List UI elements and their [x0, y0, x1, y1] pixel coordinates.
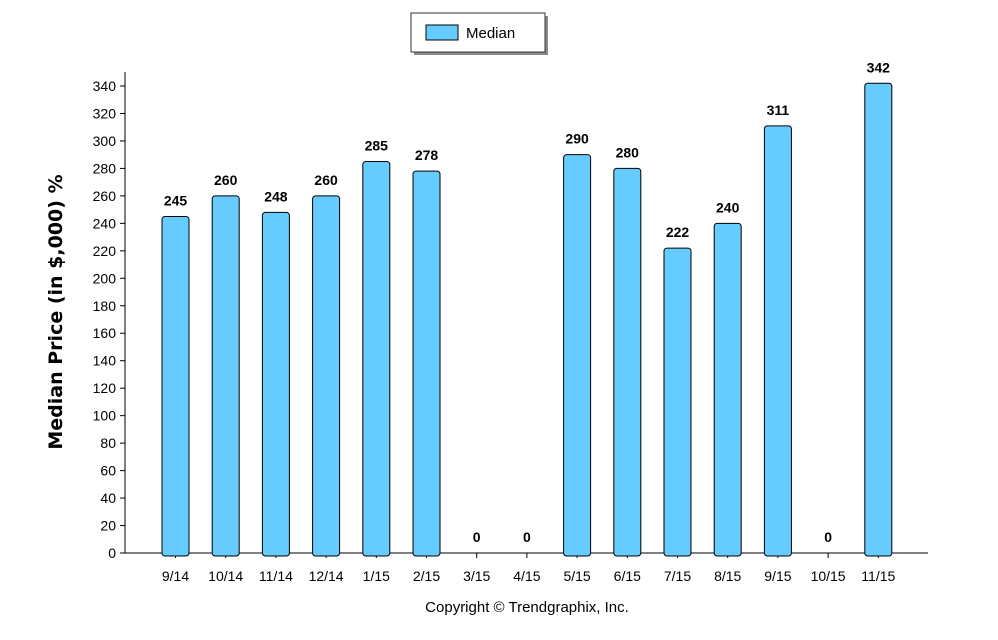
- x-tick-label: 10/15: [811, 568, 846, 584]
- data-label: 260: [214, 172, 238, 188]
- bars: [161, 82, 893, 557]
- x-tick-label: 7/15: [664, 568, 691, 584]
- value-labels: 245 260 248 260 285 278 0 0 290 280 222 240 311 0 342: [164, 59, 890, 545]
- data-label: 342: [867, 59, 891, 75]
- y-tick-label: 180: [93, 298, 117, 314]
- y-tick-label: 20: [100, 518, 116, 534]
- bar: [663, 247, 692, 557]
- x-tick-label: 12/14: [309, 568, 344, 584]
- x-tick-label: 1/15: [363, 568, 390, 584]
- data-label: 0: [473, 529, 481, 545]
- x-tick-label: 3/15: [463, 568, 490, 584]
- x-tick-label: 9/14: [162, 568, 189, 584]
- data-label: 0: [824, 529, 832, 545]
- data-label: 245: [164, 192, 188, 208]
- bar: [563, 154, 592, 557]
- y-tick-label: 160: [93, 325, 117, 341]
- y-tick-label: 320: [93, 105, 117, 121]
- data-label: 311: [767, 102, 790, 118]
- y-tick-label: 340: [93, 78, 117, 94]
- bar: [261, 211, 290, 557]
- y-tick-label: 60: [100, 463, 116, 479]
- bar: [864, 82, 893, 557]
- bar: [161, 215, 190, 557]
- x-tick-label: 11/14: [259, 568, 293, 584]
- y-tick-label: 220: [93, 243, 117, 259]
- x-tick-label: 9/15: [764, 568, 791, 584]
- x-tick-label: 2/15: [413, 568, 440, 584]
- bar: [211, 195, 240, 557]
- x-tick-label: 8/15: [714, 568, 741, 584]
- y-tick-label: 280: [93, 160, 117, 176]
- x-tick-label: 6/15: [614, 568, 641, 584]
- copyright-text: Copyright © Trendgraphix, Inc.: [425, 599, 629, 616]
- y-tick-label: 80: [100, 435, 116, 451]
- y-ticks: 0 20 40 60 80 100 120 140 160 180 200 220 240 260 280 3…: [93, 78, 125, 561]
- y-tick-label: 240: [93, 215, 117, 231]
- legend: Median: [410, 12, 548, 55]
- data-label: 0: [523, 529, 531, 545]
- y-tick-label: 140: [93, 353, 117, 369]
- y-axis-label: Median Price (in $,000) %: [45, 174, 67, 449]
- bar: [613, 167, 642, 557]
- y-tick-label: 40: [100, 490, 116, 506]
- y-tick-label: 0: [108, 545, 116, 561]
- bar: [763, 125, 792, 557]
- data-label: 290: [565, 131, 589, 147]
- y-tick-label: 260: [93, 188, 117, 204]
- data-label: 285: [365, 138, 389, 154]
- x-tick-label: 10/14: [208, 568, 243, 584]
- y-tick-label: 300: [93, 133, 117, 149]
- x-ticks: 9/14 10/14 11/14 12/14 1/15 2/15 3/15 4/15 5/15 6…: [162, 553, 896, 584]
- data-label: 240: [716, 199, 740, 215]
- bar: [362, 161, 391, 557]
- data-label: 280: [616, 144, 640, 160]
- data-label: 278: [415, 147, 439, 163]
- x-tick-label: 11/15: [861, 568, 895, 584]
- data-label: 260: [314, 172, 338, 188]
- legend-swatch: [425, 24, 459, 41]
- data-label: 248: [264, 188, 288, 204]
- bar: [312, 195, 341, 557]
- y-tick-label: 200: [93, 270, 117, 286]
- bar: [713, 222, 742, 557]
- data-label: 222: [666, 224, 690, 240]
- x-tick-label: 4/15: [513, 568, 540, 584]
- x-tick-label: 5/15: [563, 568, 590, 584]
- y-tick-label: 100: [93, 408, 117, 424]
- legend-label: Median: [466, 25, 515, 42]
- bar: [412, 170, 441, 557]
- y-tick-label: 120: [93, 380, 117, 396]
